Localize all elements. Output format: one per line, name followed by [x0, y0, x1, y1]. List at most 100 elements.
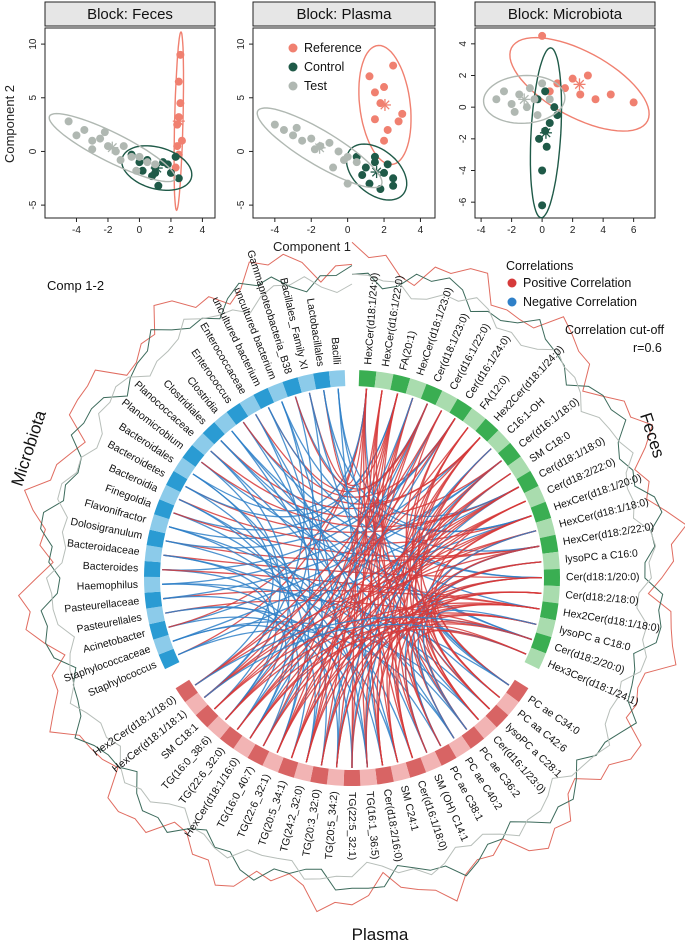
scatter-point-test: [307, 134, 316, 143]
ring-segment-microbiota: [239, 394, 261, 417]
scatter-point-reference: [606, 90, 615, 99]
correlation-chord: [185, 485, 309, 759]
correlation-chord: [436, 609, 537, 686]
y-tick-label: -6: [458, 197, 469, 206]
correlation-chord: [203, 486, 520, 699]
centroid-star: [573, 78, 586, 91]
ring-segment-plasma: [390, 762, 411, 782]
scatter-point-test: [538, 79, 547, 88]
ring-segment-microbiota: [144, 545, 163, 563]
outer-expression-line: [45, 273, 657, 880]
scatter-point-test: [334, 147, 343, 156]
scatter-point-reference: [173, 142, 182, 151]
x-tick-label: 0: [345, 225, 351, 236]
ring-segment-plasma: [473, 715, 497, 739]
ring-segment-feces: [536, 617, 556, 638]
panel-title-strip: [474, 1, 656, 27]
ring-segment-plasma: [219, 726, 243, 749]
ring-segment-plasma: [434, 744, 457, 766]
scatter-point-test: [119, 142, 128, 151]
ring-segment-feces: [539, 601, 559, 621]
correlation-chord: [210, 450, 502, 518]
correlation-chord: [194, 437, 481, 686]
ring-segment-microbiota: [149, 514, 170, 534]
correlation-chord: [210, 450, 290, 730]
x-tick-label: 0: [137, 225, 143, 236]
panel-title-strip: [44, 1, 216, 27]
scatter-point-test: [492, 95, 501, 104]
scatter-point-test: [510, 107, 519, 116]
variable-label-microbiota: Bacteroidaceae: [66, 537, 140, 558]
panel-title: Block: Feces: [87, 6, 173, 23]
outer-expression-line: [17, 241, 685, 913]
correlation-chord: [337, 388, 520, 518]
centroid-star: [313, 141, 326, 154]
ring-segment-feces: [530, 501, 552, 523]
ring-segment-feces: [524, 647, 546, 670]
ring-segment-feces: [462, 408, 486, 431]
scatter-point-test: [132, 166, 141, 175]
scatter-point-control: [163, 160, 172, 169]
scatter-point-control: [541, 87, 550, 96]
block-ring: [144, 370, 560, 787]
scatter-point-test: [116, 156, 125, 165]
x-tick-label: -2: [307, 225, 316, 236]
scatter-point-test: [88, 145, 97, 154]
correlation-chord: [267, 407, 543, 579]
ring-segment-feces: [497, 442, 521, 466]
ring-segment-plasma: [175, 679, 198, 703]
scatter-point-reference: [174, 77, 183, 86]
panel-title: Block: Plasma: [296, 6, 392, 23]
ring-segment-feces: [507, 456, 531, 480]
ring-segment-microbiota: [328, 370, 346, 388]
ring-segment-plasma: [310, 766, 329, 785]
y-tick-label: 10: [236, 38, 247, 50]
variable-label-plasma: TG(16:1_36:5): [364, 791, 381, 860]
scatter-point-reference: [370, 115, 379, 124]
ring-segment-feces: [524, 486, 546, 508]
x-tick-label: 4: [418, 225, 424, 236]
scatter-panel-1: Block: Plasma -4 -2 0 2 4 -5 0 5 10 Reference Contr…: [236, 1, 436, 236]
y-tick-label: 0: [458, 104, 469, 110]
ring-segment-microbiota: [282, 377, 302, 398]
scatter-panel-0: Block: Feces -4 -2 0 2 4 -5 0 5 10: [28, 1, 216, 236]
x-tick-label: 2: [570, 225, 576, 236]
ring-segment-plasma: [405, 757, 427, 778]
scatter-point-test: [533, 111, 542, 120]
scatter-point-control: [542, 142, 551, 151]
y-tick-label: -2: [458, 134, 469, 143]
x-tick-label: 4: [600, 225, 606, 236]
ring-segment-microbiota: [144, 591, 163, 609]
scatter-point-test: [64, 117, 73, 126]
correlation-chord: [210, 450, 455, 739]
scatter-point-reference: [576, 90, 585, 99]
scatter-point-control: [361, 163, 370, 172]
scatter-point-reference: [629, 98, 638, 107]
x-tick-label: 0: [539, 225, 545, 236]
correlation-chord: [203, 401, 306, 699]
ring-segment-plasma: [247, 744, 270, 766]
legend-marker-test: [288, 81, 298, 91]
scatter-point-test: [525, 84, 534, 93]
ring-segment-plasma: [485, 704, 509, 728]
ring-segment-microbiota: [173, 457, 196, 480]
correlation-chord: [351, 472, 512, 769]
scatter-point-test: [96, 134, 105, 143]
variable-label-feces: lysoPC a C16:0: [565, 547, 639, 565]
x-tick-label: -4: [477, 225, 486, 236]
scatter-point-reference: [176, 99, 185, 108]
scatter-point-test: [530, 95, 539, 104]
confidence-ellipse-test: [48, 112, 177, 183]
ring-segment-plasma: [496, 692, 519, 716]
correlation-chord: [194, 530, 537, 686]
y-tick-label: -4: [458, 166, 469, 175]
correlation-chord: [335, 460, 502, 768]
ring-segment-microbiota: [146, 606, 165, 625]
scatter-point-test: [100, 128, 109, 137]
y-tick-label: 5: [236, 95, 247, 101]
variable-label-plasma: SM C24:1: [398, 784, 421, 832]
legend-title: Correlations: [506, 259, 573, 273]
scatter-point-control: [154, 181, 163, 190]
ring-segment-plasma: [293, 762, 314, 782]
ring-segment-microbiota: [159, 484, 181, 506]
